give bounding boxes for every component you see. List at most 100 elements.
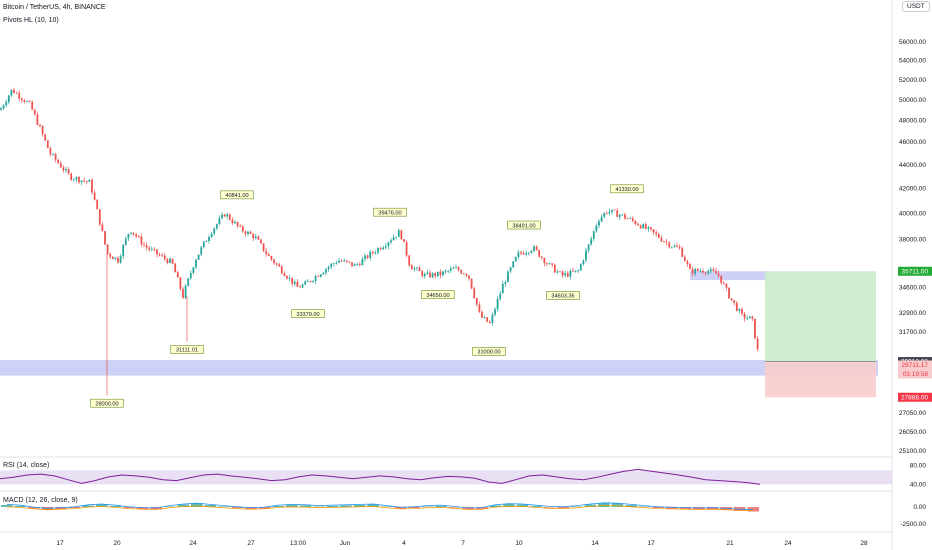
macd-histogram-bar <box>747 507 759 512</box>
candle-body <box>712 269 715 271</box>
candle-body <box>556 271 559 273</box>
candle-body <box>647 227 650 229</box>
macd-histogram-bar <box>638 506 651 507</box>
pivot-low-value: 31000.00 <box>477 350 500 356</box>
candle-body <box>364 255 366 259</box>
candle-body <box>234 221 236 224</box>
candle-body <box>462 273 465 275</box>
candle-body <box>608 211 611 214</box>
candle-body <box>41 126 44 135</box>
candle-body <box>291 277 294 284</box>
pivot-low-label <box>170 345 204 354</box>
candle-body <box>163 255 166 260</box>
candle-body <box>23 100 26 102</box>
candle-body <box>31 101 34 110</box>
candle-body <box>197 254 200 260</box>
candle-body <box>239 225 242 227</box>
candle-body <box>681 248 684 257</box>
candle-body <box>265 250 268 255</box>
candle-body <box>611 209 613 212</box>
candle-body <box>117 257 119 263</box>
candle-body <box>423 274 426 277</box>
candle-body <box>743 313 746 319</box>
candle-body <box>262 243 265 251</box>
candle-body <box>137 236 140 238</box>
stop-loss-zone <box>765 361 876 398</box>
macd-line <box>6 502 754 510</box>
macd-histogram-bar <box>299 505 312 507</box>
price-tick-label: 50000.00 <box>899 97 926 104</box>
candle-body <box>452 268 455 269</box>
candle-body <box>676 245 678 247</box>
candle-body <box>244 231 247 235</box>
candle-body <box>273 259 275 264</box>
candle-body <box>748 316 751 319</box>
candle-body <box>304 281 307 285</box>
macd-histogram-bar <box>191 503 203 507</box>
candle-body <box>436 271 439 277</box>
indicator-label: Pivots HL (10, 10) <box>3 17 59 24</box>
candle-body <box>735 302 738 311</box>
candle-body <box>525 253 528 255</box>
candle-body <box>384 246 387 248</box>
price-tick-label: 25100.00 <box>899 448 926 455</box>
candle-body <box>499 293 502 299</box>
candle-body <box>130 232 132 234</box>
candle-body <box>475 297 478 305</box>
price-tick-label: 38000.00 <box>899 237 926 244</box>
time-tick-label: Jun <box>340 540 351 547</box>
candle-body <box>673 245 676 247</box>
macd-histogram-bar <box>408 507 420 508</box>
macd-histogram-bar <box>516 504 529 507</box>
candle-body <box>603 212 606 217</box>
pivot-low-value: 31111.01 <box>176 348 198 354</box>
candle-body <box>639 225 642 229</box>
candle-body <box>369 251 372 258</box>
candle-body <box>109 253 112 257</box>
candle-body <box>270 256 273 260</box>
candle-body <box>288 277 291 279</box>
macd-histogram-bar <box>28 507 40 509</box>
candle-body <box>418 267 421 272</box>
candle-body <box>579 264 582 271</box>
candle-body <box>15 92 18 94</box>
candle-body <box>98 209 101 225</box>
candle-body <box>122 244 125 257</box>
candle-body <box>254 236 257 239</box>
candle-body <box>715 270 717 274</box>
time-tick-label: 24 <box>189 540 197 547</box>
price-tick-label: 27050.00 <box>899 410 926 417</box>
candle-body <box>312 280 314 282</box>
candle-body <box>546 263 548 265</box>
pivot-low-label <box>291 309 325 318</box>
candle-body <box>551 263 554 265</box>
candle-body <box>293 281 296 284</box>
candle-body <box>598 221 600 226</box>
candle-body <box>49 148 52 155</box>
candle-body <box>704 272 707 274</box>
candle-body <box>665 241 668 243</box>
macd-histogram-bar <box>82 505 94 507</box>
currency-button[interactable]: USDT <box>902 1 930 12</box>
candle-body <box>413 268 416 270</box>
price-badge-countdown <box>898 369 932 379</box>
candle-body <box>322 272 325 275</box>
price-tick-label: 34600.00 <box>899 284 926 291</box>
candle-body <box>465 274 468 276</box>
candle-body <box>67 169 70 174</box>
macd-histogram-bar <box>340 505 352 507</box>
candle-body <box>91 179 93 193</box>
candle-body <box>582 260 585 265</box>
candle-body <box>486 317 489 322</box>
pivot-high-value: 41330.00 <box>615 187 638 193</box>
price-tick-label: 42000.00 <box>899 186 926 193</box>
candle-body <box>119 256 122 263</box>
candle-body <box>247 231 249 235</box>
price-badge-tp <box>898 266 932 276</box>
pivots-layer: 40841.00 39476.00 38491.00 41330.00 28000.00… <box>90 184 644 408</box>
candle-body <box>213 228 216 234</box>
time-tick-label: 20 <box>113 540 121 547</box>
pivot-high-value: 40841.00 <box>225 193 248 199</box>
candle-body <box>728 287 730 299</box>
